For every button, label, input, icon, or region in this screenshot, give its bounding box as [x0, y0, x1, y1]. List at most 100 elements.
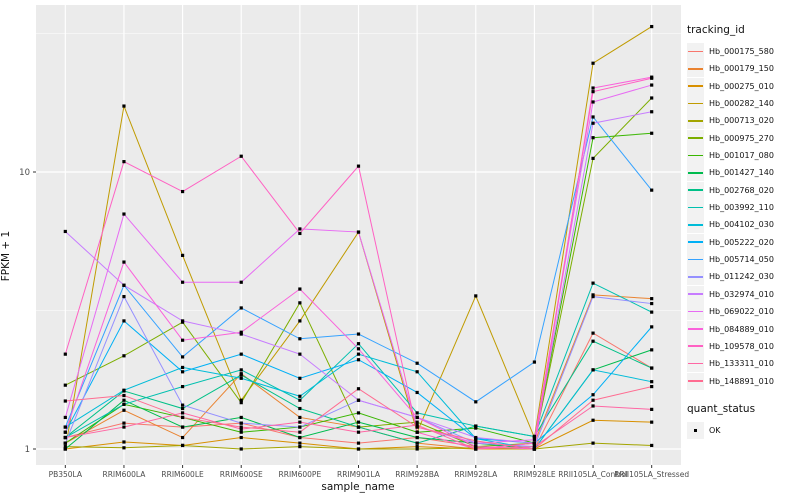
legend-key-line-icon [688, 206, 703, 209]
legend-key-line-icon [688, 67, 703, 70]
legend-item-label: Hb_133311_010 [709, 359, 774, 369]
y-tick-label: 1 [25, 445, 30, 455]
data-point [180, 355, 185, 359]
data-point [415, 441, 419, 445]
legend-item-Hb_002768_020: Hb_002768_020 [687, 181, 799, 199]
data-point [298, 425, 302, 429]
data-point [415, 361, 419, 365]
legend-item-label: Hb_069022_010 [709, 307, 774, 317]
legend-quant-status: quant_status OK [687, 403, 799, 439]
data-point [298, 319, 302, 323]
legend-item-Hb_032974_010: Hb_032974_010 [687, 285, 799, 303]
data-point [532, 441, 537, 445]
legend-key-swatch [687, 181, 704, 199]
legend-item-label: Hb_005714_050 [709, 255, 774, 265]
data-point [122, 260, 126, 264]
y-tick-label: 10 [19, 168, 30, 178]
x-tick-label: RRIM928BA [395, 470, 440, 479]
legend-key-swatch [687, 268, 704, 286]
data-point [356, 352, 361, 356]
legend-key-swatch [687, 285, 704, 303]
legend-title-quant-status: quant_status [687, 402, 756, 415]
data-point [591, 398, 595, 402]
data-point [180, 319, 185, 323]
legend-key-swatch [687, 164, 704, 182]
x-tick-label: RRII105LA_Stressed [614, 470, 689, 479]
data-point [239, 280, 243, 284]
legend-item-label: Hb_003992_110 [709, 203, 774, 213]
data-point [239, 306, 243, 310]
legend-item-label: Hb_109578_010 [709, 341, 774, 351]
data-point [180, 425, 185, 429]
data-point [356, 420, 361, 424]
legend-key-line-icon [688, 119, 703, 122]
data-point [591, 121, 595, 125]
data-point [180, 280, 185, 284]
data-point [239, 373, 243, 377]
data-point [122, 319, 126, 323]
data-point [298, 376, 302, 380]
data-point [474, 294, 478, 298]
data-point [122, 283, 126, 287]
legend-key-swatch [687, 251, 704, 269]
data-point [239, 154, 243, 158]
data-point [474, 426, 478, 430]
data-point [650, 384, 654, 389]
legend-item-label: Hb_011242_030 [709, 272, 774, 282]
data-point [650, 110, 654, 114]
data-point [474, 441, 478, 445]
data-point [650, 297, 654, 301]
data-point [356, 332, 361, 336]
legend-key-line-icon [688, 224, 703, 226]
data-point [591, 86, 595, 90]
legend-key-line-icon [688, 293, 703, 295]
data-point [532, 445, 537, 449]
data-point [122, 160, 126, 164]
data-point [63, 399, 67, 403]
legend-key-swatch [687, 95, 704, 113]
data-point [591, 331, 595, 335]
data-point [180, 406, 185, 411]
data-point [415, 390, 419, 395]
legend-item-Hb_000179_150: Hb_000179_150 [687, 60, 799, 78]
legend-item-label: Hb_032974_010 [709, 289, 774, 299]
data-point [650, 131, 654, 135]
data-point [180, 189, 185, 194]
data-point [239, 421, 243, 425]
legend-key-line-icon [688, 189, 703, 191]
legend-key-line-icon [688, 102, 703, 105]
data-point [122, 402, 126, 406]
legend-key-swatch [687, 355, 704, 373]
data-point [474, 445, 478, 449]
data-point [415, 370, 419, 374]
data-point [63, 435, 67, 440]
data-point [532, 360, 537, 364]
data-point [650, 348, 654, 352]
data-point [356, 447, 361, 451]
data-point [356, 398, 361, 402]
legend-item-Hb_001427_140: Hb_001427_140 [687, 164, 799, 182]
data-point [298, 337, 302, 341]
data-point [63, 415, 67, 420]
data-point [650, 407, 654, 411]
legend-item-Hb_005222_020: Hb_005222_020 [687, 233, 799, 251]
data-point [474, 447, 478, 451]
data-point [356, 441, 361, 445]
data-point [180, 365, 185, 370]
legend-key-swatch [687, 216, 704, 234]
legend-key-line-icon [688, 258, 703, 261]
data-point [298, 435, 302, 440]
data-point [122, 354, 126, 358]
legend-key-line-icon [688, 310, 703, 313]
data-point [415, 447, 419, 451]
legend-item-label: Hb_000975_270 [709, 133, 774, 143]
data-point [239, 368, 243, 372]
data-point [239, 427, 243, 431]
legend-item-Hb_084889_010: Hb_084889_010 [687, 320, 799, 338]
data-point [122, 446, 126, 450]
data-point [122, 393, 126, 398]
legend-key-line-icon [688, 276, 703, 278]
legend-key-swatch [687, 77, 704, 95]
legend-key-swatch [687, 129, 704, 147]
